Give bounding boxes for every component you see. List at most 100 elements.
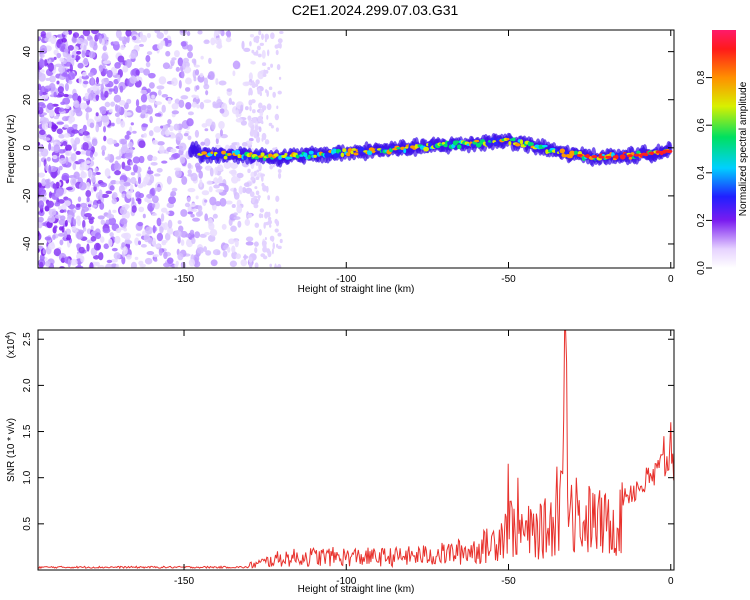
heatmap-speckle: [58, 107, 65, 112]
heatmap-speckle: [207, 71, 215, 80]
heatmap-speckle: [165, 50, 171, 57]
heatmap-speckle: [84, 92, 90, 100]
heatmap-speckle: [153, 243, 161, 248]
ridge-core: [423, 146, 429, 152]
heatmap-speckle: [216, 98, 223, 106]
heatmap-speckle: [40, 69, 45, 73]
heatmap-speckle: [173, 123, 180, 131]
heatmap-speckle: [112, 209, 117, 213]
ridge-core: [628, 156, 633, 160]
heatmap-speckle: [138, 183, 144, 188]
heatmap-speckle: [95, 90, 100, 95]
heatmap-speckle: [241, 187, 247, 194]
heatmap-speckle: [76, 243, 82, 249]
heatmap-speckle: [253, 170, 257, 177]
heatmap-speckle: [123, 182, 131, 187]
heatmap-speckle: [67, 71, 75, 81]
heatmap-speckle: [85, 189, 92, 198]
heatmap-speckle: [140, 94, 148, 103]
heatmap-speckle: [103, 243, 109, 250]
heatmap-speckle: [57, 86, 64, 94]
heatmap-speckle: [255, 190, 260, 196]
ridge-core: [514, 143, 521, 147]
heatmap-speckle: [244, 81, 252, 86]
heatmap-speckle: [187, 162, 192, 169]
ridge-core: [366, 149, 373, 156]
ridge-core: [441, 141, 446, 145]
heatmap-speckle: [225, 37, 232, 43]
heatmap-speckle: [151, 237, 157, 246]
heatmap-speckle: [52, 234, 56, 240]
ridge-core: [351, 148, 357, 151]
heatmap-cells: [38, 30, 673, 268]
heatmap-speckle: [218, 183, 227, 187]
heatmap-speckle: [277, 90, 282, 95]
heatmap-speckle: [115, 30, 122, 39]
heatmap-speckle: [52, 154, 58, 160]
heatmap-speckle: [232, 60, 241, 70]
heatmap-speckle: [167, 118, 172, 125]
heatmap-speckle: [187, 169, 192, 175]
heatmap-speckle: [138, 67, 145, 74]
ridge-peak: [641, 152, 648, 156]
heatmap-speckle: [90, 76, 95, 86]
heatmap-speckle: [221, 223, 227, 230]
heatmap-speckle: [254, 247, 258, 254]
heatmap-speckle: [120, 138, 128, 145]
heatmap-speckle: [145, 173, 150, 183]
heatmap-speckle: [125, 204, 129, 211]
heatmap-speckle: [64, 200, 71, 207]
heatmap-speckle: [38, 36, 42, 42]
heatmap-speckle: [91, 138, 98, 147]
heatmap-speckle: [266, 103, 272, 111]
heatmap-speckle: [276, 105, 279, 110]
heatmap-speckle: [275, 49, 279, 56]
heatmap-speckle: [275, 127, 279, 132]
heatmap-speckle: [241, 142, 248, 147]
heatmap-speckle: [105, 190, 113, 195]
heatmap-speckle: [45, 77, 51, 81]
heatmap-speckle: [233, 216, 241, 220]
heatmap-speckle: [228, 97, 233, 105]
heatmap-speckle: [204, 128, 209, 132]
heatmap-speckle: [236, 172, 244, 179]
heatmap-speckle: [88, 218, 94, 225]
ridge-core: [219, 153, 224, 158]
heatmap-speckle: [247, 213, 253, 218]
heatmap-speckle: [60, 257, 66, 263]
heatmap-speckle: [82, 142, 89, 151]
heatmap-speckle: [272, 91, 276, 98]
heatmap-speckle: [171, 110, 180, 115]
heatmap-speckle: [180, 239, 185, 246]
heatmap-speckle: [58, 165, 63, 171]
heatmap-speckle: [78, 181, 87, 191]
heatmap-speckle: [174, 230, 182, 238]
heatmap-speckle: [106, 69, 113, 78]
ridge-peak: [655, 150, 662, 154]
heatmap-speckle: [110, 258, 118, 263]
heatmap-speckle: [42, 196, 47, 202]
heatmap-speckle: [161, 160, 168, 164]
heatmap-speckle: [240, 120, 247, 126]
heatmap-speckle: [106, 137, 115, 145]
heatmap-speckle: [224, 184, 229, 193]
heatmap-speckle: [212, 249, 221, 256]
heatmap-speckle: [274, 263, 277, 268]
ridge-core: [221, 150, 227, 155]
heatmap-speckle: [156, 217, 162, 227]
heatmap-speckle: [249, 130, 255, 137]
heatmap-speckle: [258, 126, 262, 133]
heatmap-speckle: [48, 208, 57, 217]
heatmap-speckle: [77, 62, 84, 69]
ridge-core: [286, 156, 293, 160]
heatmap-speckle: [156, 32, 164, 39]
heatmap-speckle: [93, 242, 102, 251]
heatmap-speckle: [120, 120, 126, 128]
heatmap-speckle: [169, 157, 174, 161]
svg-text:(x104): (x104): [5, 332, 17, 359]
heatmap-speckle: [153, 201, 160, 210]
heatmap-speckle: [111, 122, 115, 127]
ridge-peak: [619, 154, 626, 158]
heatmap-speckle: [134, 256, 139, 261]
heatmap-speckle: [236, 204, 243, 214]
